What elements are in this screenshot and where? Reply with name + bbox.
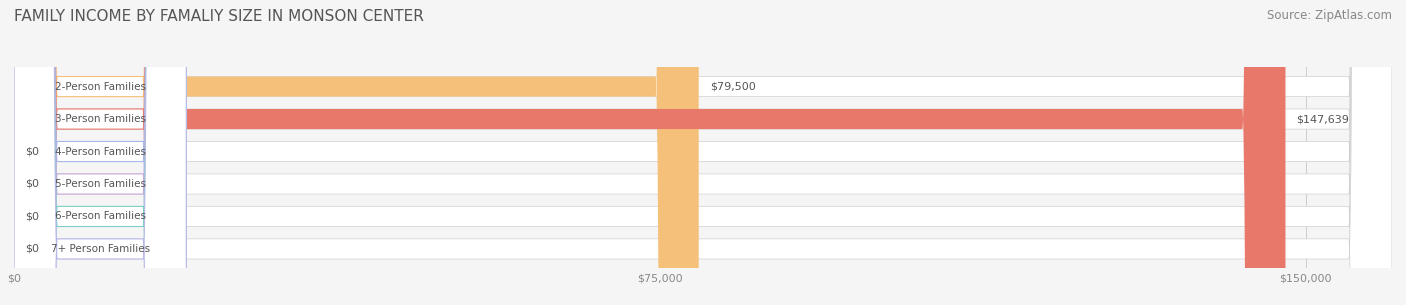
FancyBboxPatch shape (14, 0, 1392, 305)
FancyBboxPatch shape (14, 0, 699, 305)
FancyBboxPatch shape (14, 0, 186, 305)
Text: $0: $0 (25, 211, 39, 221)
Text: 4-Person Families: 4-Person Families (55, 146, 146, 156)
Text: 6-Person Families: 6-Person Families (55, 211, 146, 221)
FancyBboxPatch shape (14, 0, 186, 305)
FancyBboxPatch shape (14, 0, 186, 305)
FancyBboxPatch shape (14, 0, 1285, 305)
FancyBboxPatch shape (14, 0, 1392, 305)
Text: 5-Person Families: 5-Person Families (55, 179, 146, 189)
FancyBboxPatch shape (14, 0, 1392, 305)
FancyBboxPatch shape (14, 0, 1392, 305)
Text: 3-Person Families: 3-Person Families (55, 114, 146, 124)
Text: $0: $0 (25, 179, 39, 189)
Text: 2-Person Families: 2-Person Families (55, 81, 146, 92)
FancyBboxPatch shape (14, 0, 1392, 305)
Text: $0: $0 (25, 146, 39, 156)
FancyBboxPatch shape (14, 0, 1392, 305)
FancyBboxPatch shape (14, 0, 186, 305)
Text: $147,639: $147,639 (1296, 114, 1350, 124)
Text: $0: $0 (25, 244, 39, 254)
Text: 7+ Person Families: 7+ Person Families (51, 244, 150, 254)
FancyBboxPatch shape (14, 0, 186, 305)
Text: Source: ZipAtlas.com: Source: ZipAtlas.com (1267, 9, 1392, 22)
Text: $79,500: $79,500 (710, 81, 755, 92)
Text: FAMILY INCOME BY FAMALIY SIZE IN MONSON CENTER: FAMILY INCOME BY FAMALIY SIZE IN MONSON … (14, 9, 425, 24)
FancyBboxPatch shape (14, 0, 186, 305)
